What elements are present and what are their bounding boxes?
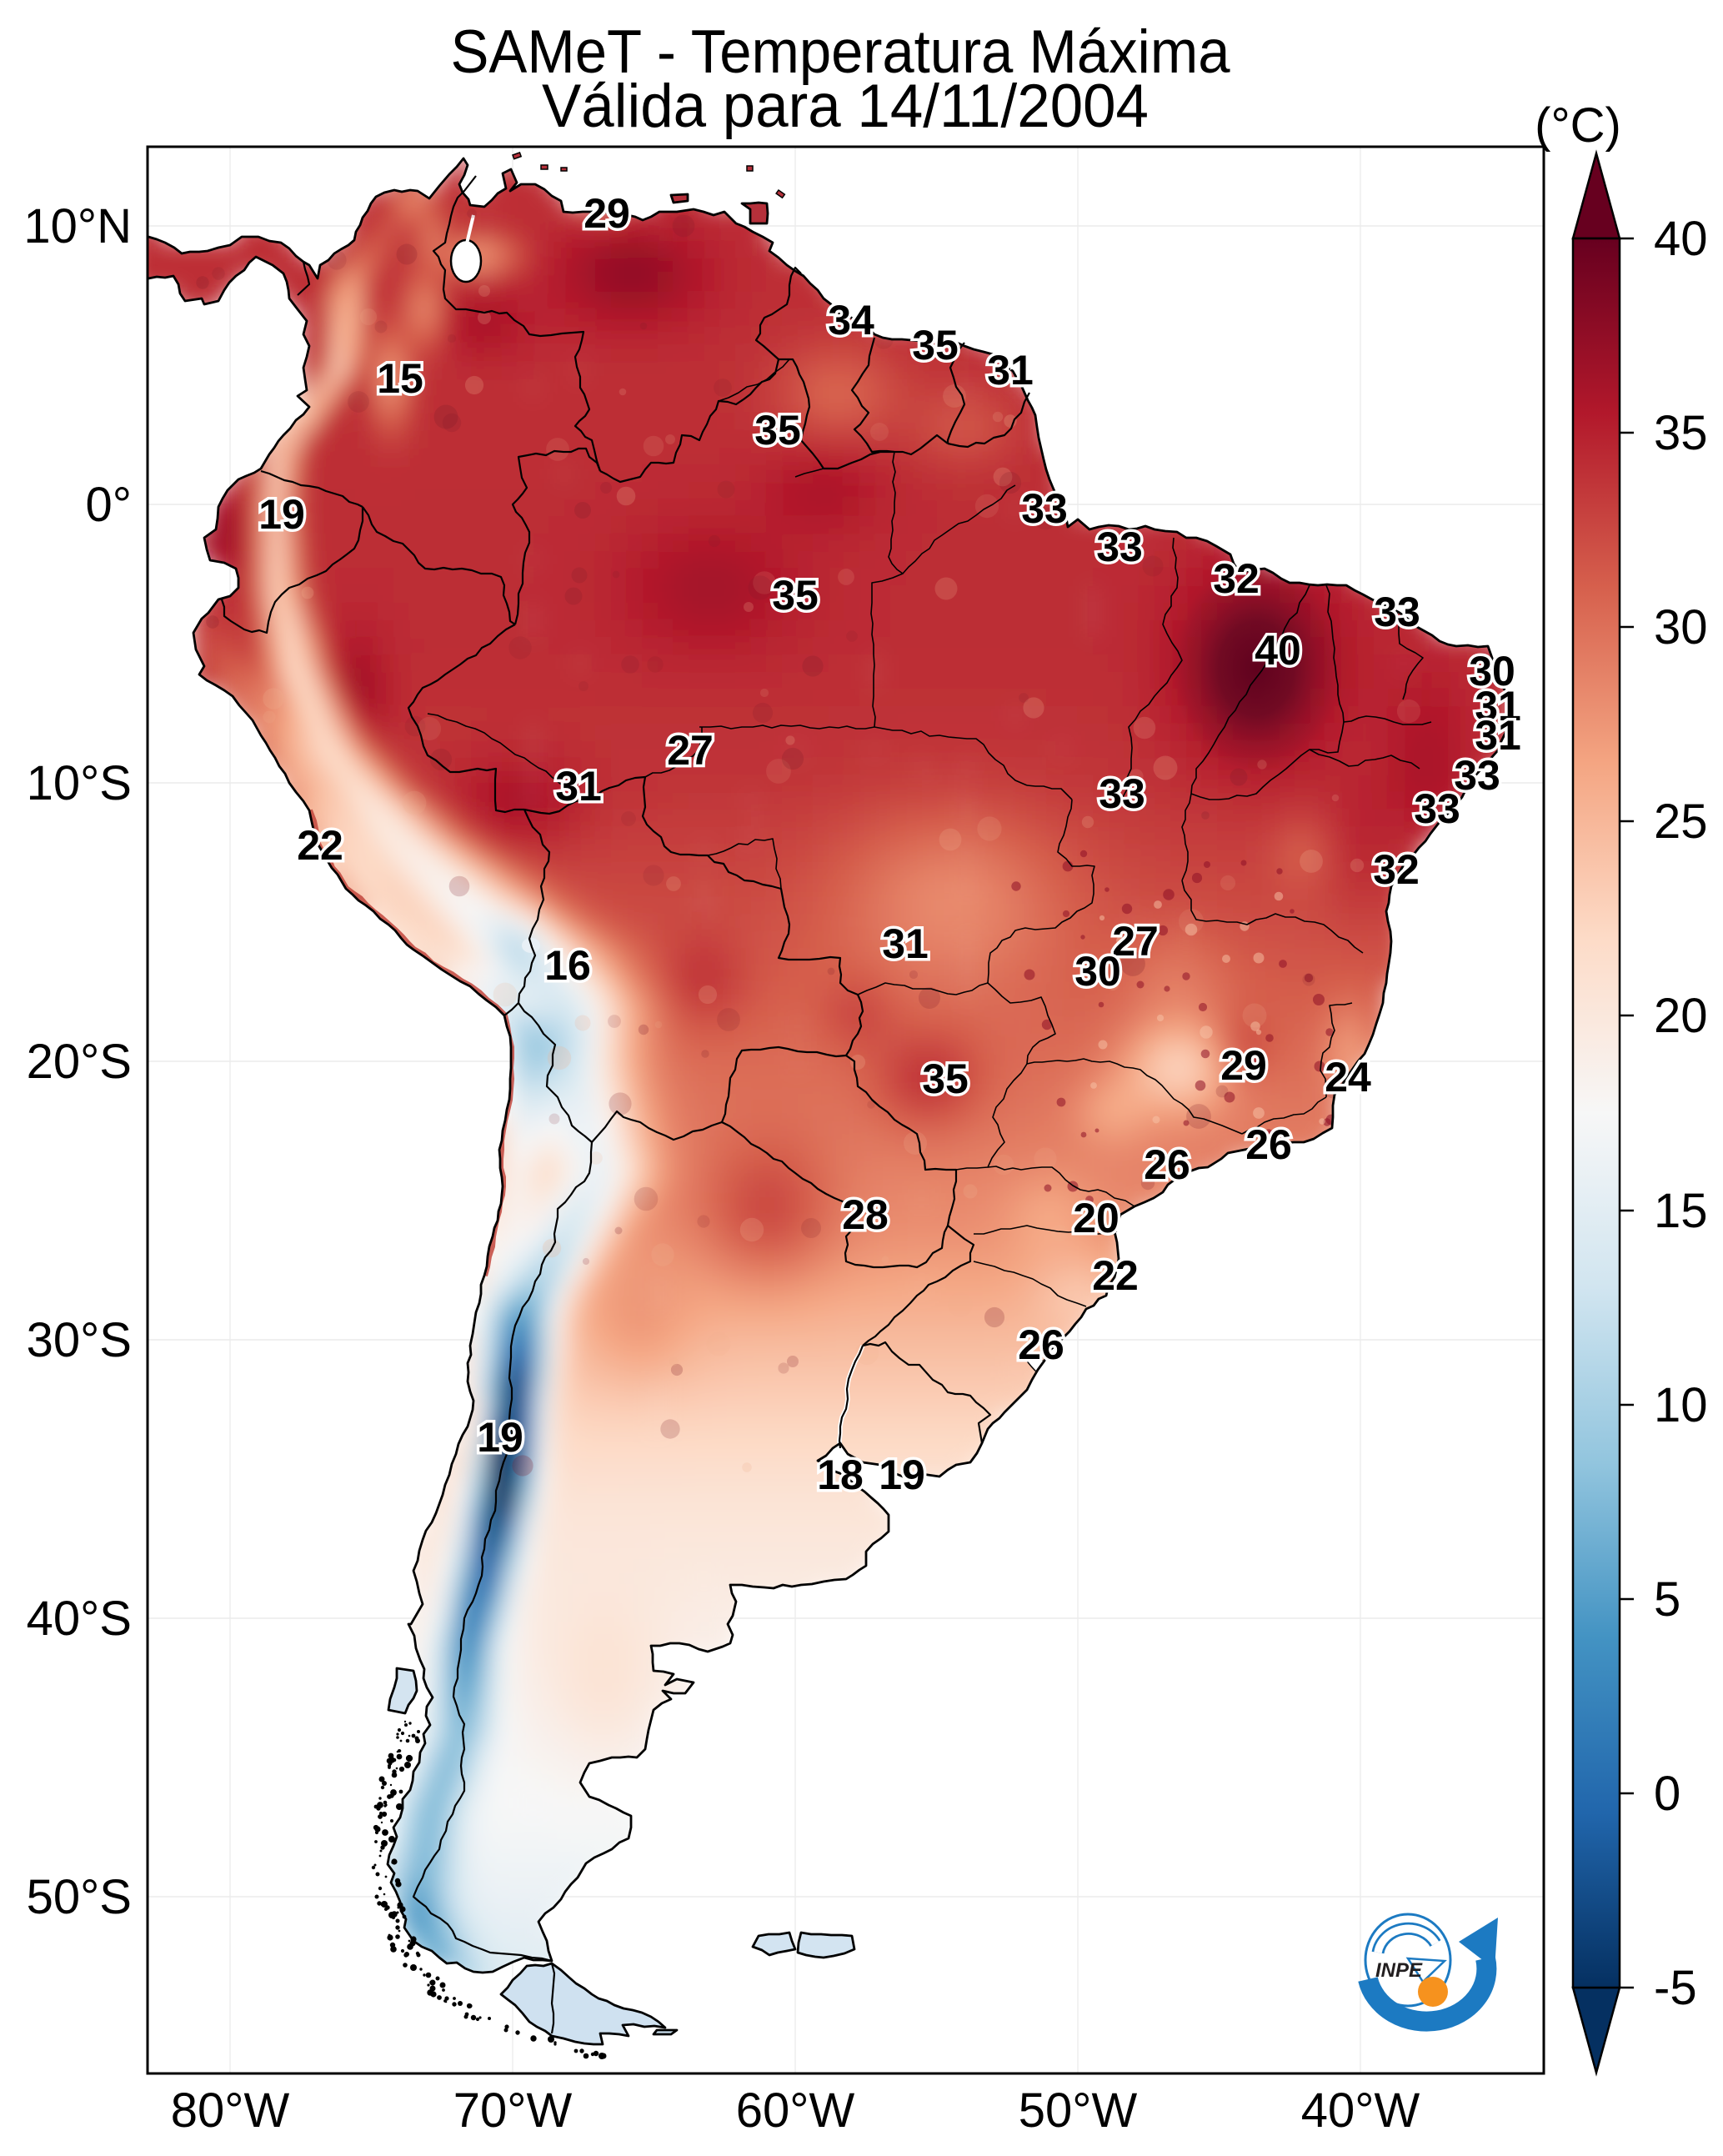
svg-text:30: 30 [1074, 948, 1121, 995]
svg-text:33: 33 [1414, 785, 1460, 832]
svg-text:35: 35 [754, 407, 801, 454]
svg-text:29: 29 [584, 190, 630, 237]
svg-text:40: 40 [1255, 627, 1301, 674]
svg-text:34: 34 [828, 297, 874, 343]
svg-text:50°S: 50°S [27, 1870, 132, 1924]
svg-text:19: 19 [258, 491, 305, 538]
svg-text:33: 33 [1021, 485, 1068, 532]
svg-text:70°W: 70°W [453, 2083, 573, 2138]
svg-text:40°W: 40°W [1301, 2083, 1420, 2138]
svg-text:31: 31 [882, 920, 929, 967]
svg-text:5: 5 [1654, 1572, 1680, 1627]
svg-text:25: 25 [1654, 795, 1708, 849]
svg-text:SAMeT - Temperatura Máxima: SAMeT - Temperatura Máxima [451, 18, 1230, 86]
svg-text:33: 33 [1374, 589, 1420, 635]
svg-text:80°W: 80°W [171, 2083, 290, 2138]
svg-text:27: 27 [1112, 918, 1159, 965]
svg-text:-5: -5 [1654, 1961, 1697, 2015]
svg-text:31: 31 [555, 763, 602, 810]
svg-text:15: 15 [377, 355, 423, 402]
svg-text:0: 0 [1654, 1767, 1680, 1821]
svg-text:20: 20 [1654, 989, 1708, 1043]
svg-text:26: 26 [1245, 1121, 1292, 1168]
svg-text:35: 35 [772, 572, 819, 619]
svg-text:30: 30 [1469, 648, 1515, 694]
svg-text:40: 40 [1654, 212, 1708, 266]
svg-text:26: 26 [1018, 1321, 1064, 1368]
svg-text:35: 35 [1654, 406, 1708, 460]
svg-text:40°S: 40°S [27, 1592, 132, 1646]
svg-text:24: 24 [1325, 1054, 1371, 1101]
svg-text:30°S: 30°S [27, 1313, 132, 1367]
svg-text:20: 20 [1073, 1195, 1119, 1241]
svg-text:31: 31 [1475, 712, 1521, 759]
svg-text:50°W: 50°W [1019, 2083, 1138, 2138]
svg-text:19: 19 [879, 1452, 925, 1498]
svg-text:60°W: 60°W [736, 2083, 855, 2138]
svg-text:19: 19 [477, 1414, 523, 1461]
svg-text:10: 10 [1654, 1378, 1708, 1432]
svg-text:32: 32 [1213, 555, 1260, 602]
svg-text:Válida para 14/11/2004: Válida para 14/11/2004 [542, 73, 1149, 140]
svg-text:35: 35 [912, 322, 959, 369]
svg-text:22: 22 [1092, 1252, 1139, 1299]
svg-text:27: 27 [667, 727, 714, 774]
svg-text:(°C): (°C) [1535, 98, 1621, 153]
svg-text:15: 15 [1654, 1184, 1708, 1238]
svg-text:30: 30 [1654, 600, 1708, 654]
svg-text:29: 29 [1220, 1042, 1267, 1089]
svg-text:32: 32 [1373, 846, 1420, 893]
svg-text:10°N: 10°N [23, 199, 132, 253]
svg-text:INPE: INPE [1375, 1959, 1423, 1982]
svg-text:31: 31 [987, 347, 1034, 394]
svg-text:10°S: 10°S [27, 756, 132, 810]
svg-text:28: 28 [842, 1191, 889, 1238]
svg-text:0°: 0° [86, 478, 132, 532]
svg-text:33: 33 [1096, 524, 1143, 570]
svg-text:16: 16 [544, 942, 591, 989]
svg-text:31: 31 [1475, 683, 1521, 730]
svg-text:26: 26 [1144, 1141, 1190, 1188]
svg-text:18: 18 [817, 1452, 864, 1498]
svg-text:20°S: 20°S [27, 1035, 132, 1089]
svg-text:22: 22 [297, 822, 343, 869]
svg-text:33: 33 [1454, 752, 1500, 799]
svg-text:35: 35 [922, 1055, 969, 1102]
svg-text:33: 33 [1099, 770, 1145, 817]
